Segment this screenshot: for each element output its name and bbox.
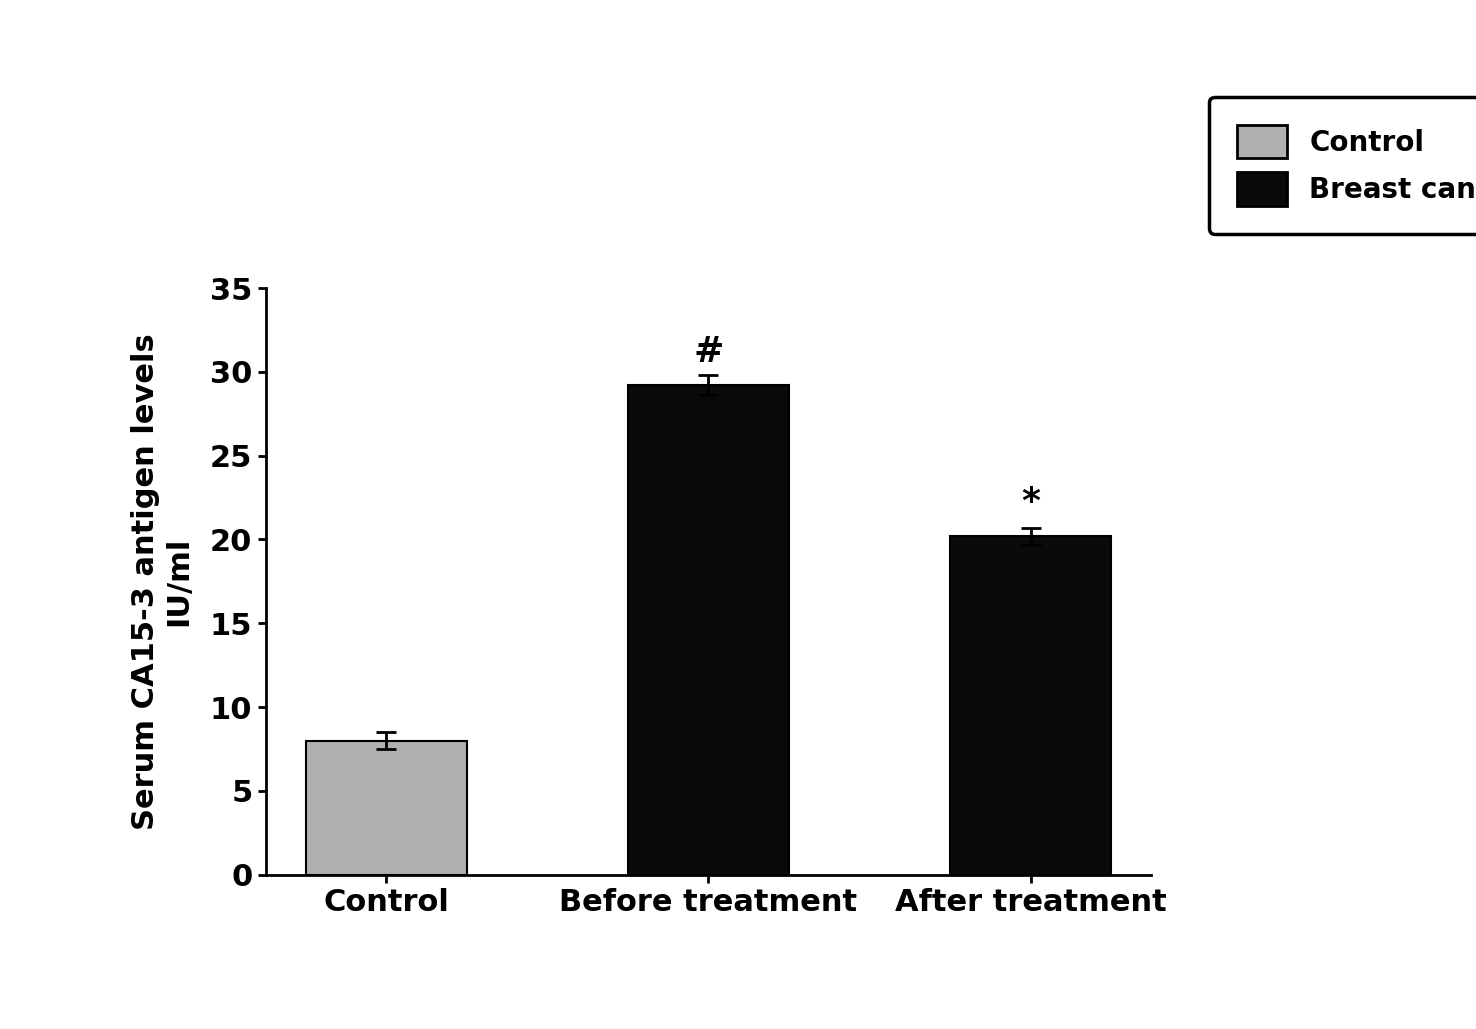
- Text: #: #: [694, 334, 723, 368]
- Text: *: *: [1021, 486, 1041, 520]
- Bar: [306, 741, 466, 875]
- Legend: Control, Breast cancer patients: Control, Breast cancer patients: [1209, 97, 1476, 234]
- Bar: [627, 385, 790, 875]
- Y-axis label: Serum CA15-3 antigen levels
IU/ml: Serum CA15-3 antigen levels IU/ml: [131, 333, 193, 829]
- Bar: [951, 536, 1111, 875]
